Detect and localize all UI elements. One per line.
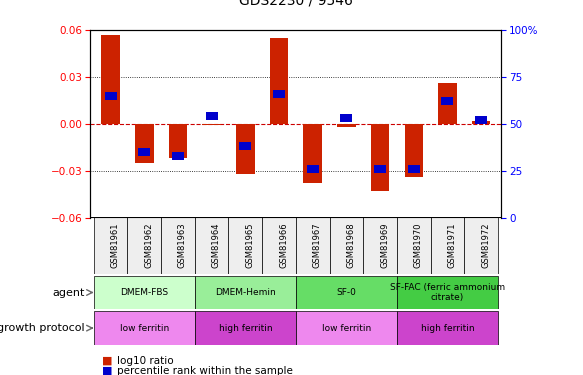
Text: GSM81971: GSM81971 (448, 222, 456, 267)
Text: high ferritin: high ferritin (421, 324, 475, 333)
Text: GSM81964: GSM81964 (212, 222, 220, 267)
Bar (304, 124, 322, 183)
Bar (340, 114, 353, 122)
Text: GSM81969: GSM81969 (380, 222, 389, 267)
Bar (168, 124, 187, 158)
Bar (229, 217, 262, 274)
Bar (273, 90, 285, 98)
Bar (464, 217, 498, 274)
Bar (236, 124, 255, 174)
Bar (262, 217, 296, 274)
Bar (94, 217, 128, 274)
Bar (161, 217, 195, 274)
Bar (405, 124, 423, 177)
Bar (397, 276, 498, 309)
Text: growth protocol: growth protocol (0, 323, 85, 333)
Bar (270, 38, 288, 124)
Text: SF-FAC (ferric ammonium
citrate): SF-FAC (ferric ammonium citrate) (390, 283, 505, 302)
Bar (94, 276, 195, 309)
Text: GSM81967: GSM81967 (312, 222, 322, 268)
Bar (438, 83, 456, 124)
Bar (128, 217, 161, 274)
Bar (135, 124, 153, 163)
Text: GSM81965: GSM81965 (245, 222, 254, 267)
Bar (104, 92, 117, 99)
Bar (101, 35, 120, 124)
Bar (475, 116, 487, 124)
Bar (307, 165, 319, 172)
Bar (397, 311, 498, 345)
Bar (363, 217, 397, 274)
Text: GSM81962: GSM81962 (144, 222, 153, 267)
Bar (195, 276, 296, 309)
Bar (408, 165, 420, 172)
Bar (138, 148, 150, 156)
Text: DMEM-FBS: DMEM-FBS (120, 288, 168, 297)
Bar (239, 142, 251, 150)
Bar (202, 124, 221, 125)
Bar (195, 311, 296, 345)
Text: high ferritin: high ferritin (219, 324, 272, 333)
Text: ■: ■ (102, 366, 113, 375)
Text: SF-0: SF-0 (336, 288, 356, 297)
Text: agent: agent (52, 288, 85, 297)
Text: low ferritin: low ferritin (120, 324, 169, 333)
Bar (397, 217, 431, 274)
Text: low ferritin: low ferritin (322, 324, 371, 333)
Bar (206, 112, 217, 120)
Text: ■: ■ (102, 356, 113, 366)
Text: GSM81961: GSM81961 (111, 222, 120, 267)
Bar (296, 217, 329, 274)
Bar (472, 121, 490, 124)
Text: percentile rank within the sample: percentile rank within the sample (117, 366, 293, 375)
Bar (195, 217, 229, 274)
Text: GDS2230 / 9546: GDS2230 / 9546 (239, 0, 353, 8)
Text: log10 ratio: log10 ratio (117, 356, 173, 366)
Bar (94, 311, 195, 345)
Text: GSM81972: GSM81972 (481, 222, 490, 267)
Text: GSM81968: GSM81968 (346, 222, 356, 268)
Bar (296, 276, 397, 309)
Bar (337, 124, 356, 127)
Bar (441, 98, 454, 105)
Bar (172, 152, 184, 159)
Text: GSM81963: GSM81963 (178, 222, 187, 268)
Bar (371, 124, 389, 191)
Text: GSM81966: GSM81966 (279, 222, 288, 268)
Bar (431, 217, 464, 274)
Bar (329, 217, 363, 274)
Text: DMEM-Hemin: DMEM-Hemin (215, 288, 276, 297)
Text: GSM81970: GSM81970 (414, 222, 423, 267)
Bar (374, 165, 386, 172)
Bar (296, 311, 397, 345)
